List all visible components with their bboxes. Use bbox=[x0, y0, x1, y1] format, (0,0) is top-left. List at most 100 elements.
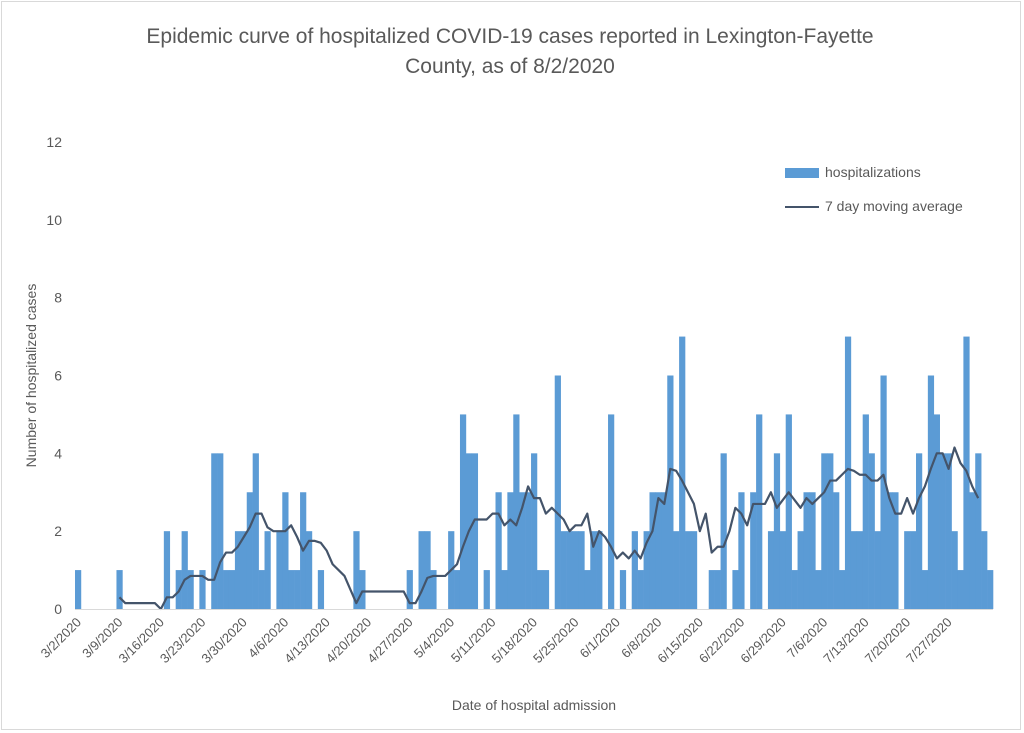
bar bbox=[608, 414, 615, 609]
bar bbox=[655, 492, 662, 609]
bar bbox=[75, 570, 82, 609]
bar bbox=[874, 531, 881, 609]
bar bbox=[199, 570, 206, 609]
bar bbox=[525, 492, 532, 609]
y-tick-label: 4 bbox=[54, 445, 62, 461]
bar bbox=[590, 531, 597, 609]
bar bbox=[643, 531, 650, 609]
x-tick-label: 5/25/2020 bbox=[530, 615, 582, 667]
bar bbox=[738, 492, 745, 609]
bar bbox=[317, 570, 325, 609]
bar bbox=[981, 531, 988, 609]
bar bbox=[856, 531, 863, 609]
legend-swatch-line bbox=[785, 206, 819, 208]
y-tick-label: 12 bbox=[46, 134, 62, 150]
bar bbox=[969, 492, 976, 609]
y-tick-label: 8 bbox=[54, 290, 62, 306]
bar bbox=[258, 570, 265, 609]
bar bbox=[495, 492, 502, 609]
bar bbox=[187, 570, 194, 609]
bar bbox=[916, 453, 923, 609]
bar bbox=[880, 375, 887, 609]
bar bbox=[359, 570, 366, 609]
bar bbox=[850, 531, 858, 609]
bar bbox=[844, 336, 852, 609]
bar bbox=[596, 531, 603, 609]
bar bbox=[987, 570, 994, 609]
bar bbox=[773, 453, 781, 609]
bar bbox=[252, 453, 259, 609]
bar bbox=[578, 531, 585, 609]
bar bbox=[714, 570, 721, 609]
bar bbox=[234, 531, 242, 609]
bar bbox=[815, 570, 822, 609]
bar bbox=[690, 531, 698, 609]
bar bbox=[228, 570, 236, 609]
bar bbox=[264, 531, 271, 609]
legend-swatch-bar bbox=[785, 168, 819, 178]
bar bbox=[501, 570, 508, 609]
bar bbox=[892, 492, 899, 609]
bar bbox=[839, 570, 846, 609]
bar bbox=[430, 570, 437, 609]
moving-average-line bbox=[118, 446, 980, 611]
bar bbox=[803, 492, 810, 609]
bar bbox=[223, 570, 230, 609]
bar bbox=[933, 414, 940, 609]
bar bbox=[584, 570, 591, 609]
bar bbox=[406, 570, 413, 609]
bar bbox=[910, 531, 917, 609]
bar bbox=[886, 492, 893, 609]
x-tick-label: 6/29/2020 bbox=[737, 615, 789, 667]
bar bbox=[305, 531, 313, 609]
x-axis-title: Date of hospital admission bbox=[452, 697, 616, 713]
bar-series bbox=[75, 336, 994, 609]
bar bbox=[957, 570, 964, 609]
bar bbox=[821, 453, 828, 609]
bar bbox=[483, 570, 490, 609]
bar bbox=[294, 570, 301, 609]
bar bbox=[353, 531, 360, 609]
bar bbox=[756, 414, 763, 609]
bar bbox=[536, 570, 544, 609]
bar bbox=[809, 492, 816, 609]
y-tick-label: 10 bbox=[46, 212, 62, 228]
x-tick-label: 4/27/2020 bbox=[364, 615, 416, 667]
bar bbox=[791, 570, 798, 609]
bar bbox=[282, 492, 289, 609]
legend-label-moving-average: 7 day moving average bbox=[825, 198, 963, 214]
bar bbox=[797, 531, 804, 609]
bar bbox=[785, 414, 792, 609]
bar bbox=[424, 531, 431, 609]
bar bbox=[542, 570, 550, 609]
bar bbox=[276, 531, 283, 609]
y-tick-label: 6 bbox=[54, 368, 62, 384]
bar bbox=[418, 531, 425, 609]
bar bbox=[673, 531, 680, 609]
y-tick-label: 0 bbox=[54, 601, 62, 617]
legend-label-hospitalizations: hospitalizations bbox=[825, 164, 921, 180]
chart-title: Epidemic curve of hospitalized COVID-19 … bbox=[0, 22, 1020, 82]
bar bbox=[827, 453, 834, 609]
bar bbox=[927, 375, 935, 609]
bar bbox=[288, 570, 295, 609]
bar bbox=[246, 492, 253, 609]
bar bbox=[181, 531, 188, 609]
bar bbox=[921, 570, 929, 609]
bar bbox=[708, 570, 715, 609]
bar bbox=[679, 336, 686, 609]
y-tick-label: 2 bbox=[54, 523, 62, 539]
bar bbox=[649, 492, 656, 609]
bar bbox=[661, 492, 668, 609]
x-tick-label: 3/30/2020 bbox=[198, 615, 250, 667]
bar bbox=[637, 570, 644, 609]
bar bbox=[560, 531, 567, 609]
x-axis-ticks: 3/2/20203/9/20203/16/20203/23/20203/30/2… bbox=[38, 615, 955, 667]
bar bbox=[685, 531, 692, 609]
y-axis-ticks: 0 2 4 6 8 10 12 bbox=[46, 134, 62, 617]
bar bbox=[667, 375, 674, 609]
bar bbox=[939, 453, 946, 609]
bar bbox=[554, 375, 561, 609]
